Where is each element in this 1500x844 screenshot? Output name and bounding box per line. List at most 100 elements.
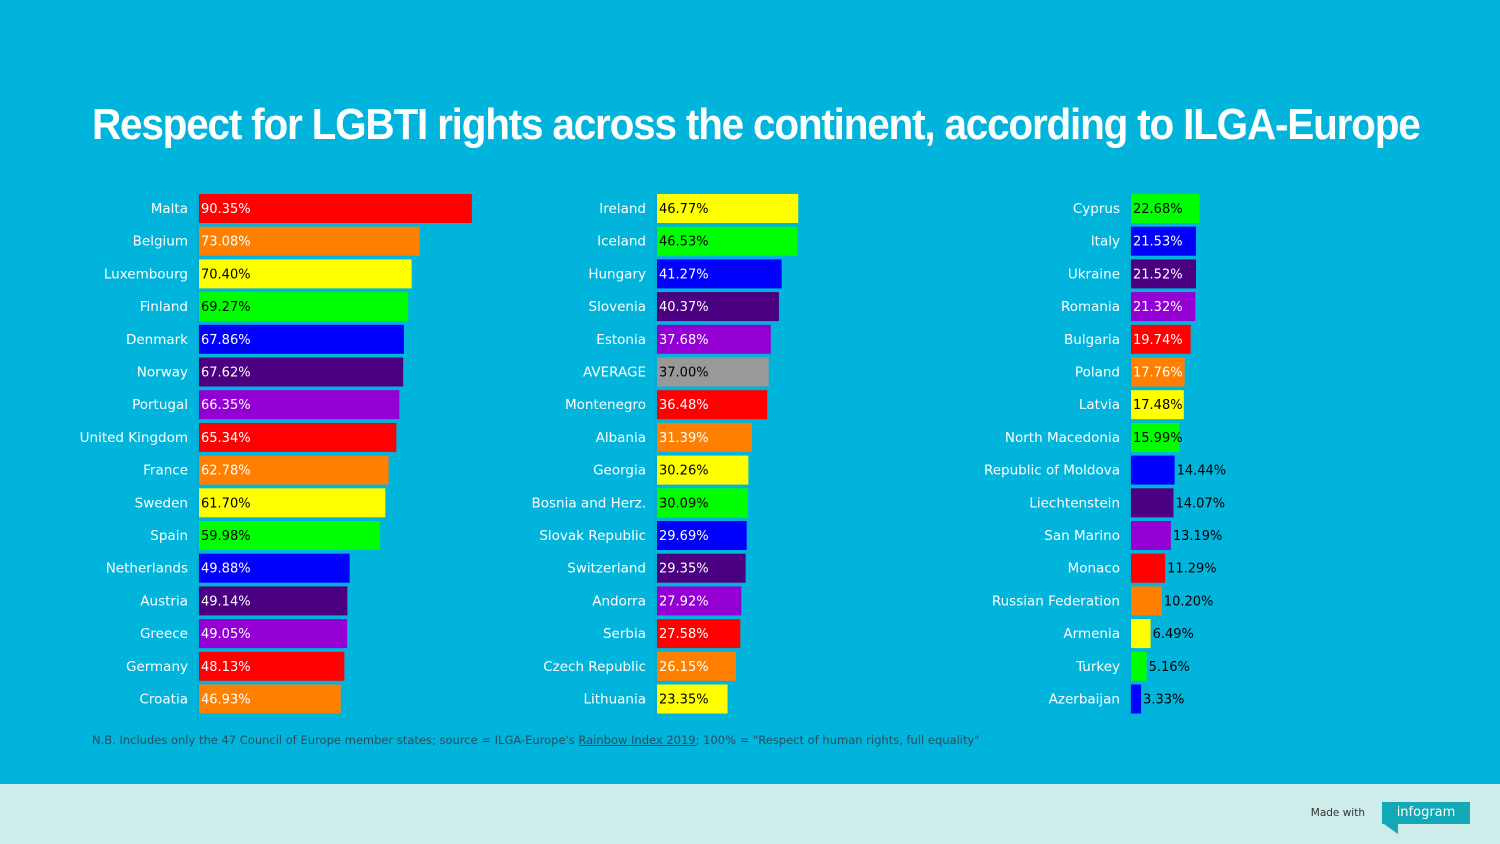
value-label: 90.35% [201, 202, 251, 217]
bar[interactable] [1131, 390, 1184, 420]
value-label: 26.15% [659, 660, 709, 675]
bar[interactable] [1131, 324, 1191, 354]
bar[interactable] [657, 357, 769, 387]
bar[interactable] [199, 194, 472, 223]
value-label: 66.35% [201, 398, 251, 413]
bar[interactable] [199, 259, 412, 289]
bar[interactable] [657, 226, 798, 256]
bar[interactable] [199, 586, 348, 616]
bar[interactable] [1131, 292, 1196, 322]
category-label: Liechtenstein [1029, 495, 1120, 511]
bar[interactable] [199, 357, 404, 387]
chart-title: Respect for LGBTI rights across the cont… [92, 100, 1421, 149]
value-label: 49.14% [201, 594, 251, 609]
bar[interactable] [1131, 455, 1175, 485]
value-label: 17.48% [1133, 398, 1183, 413]
bar[interactable] [1131, 586, 1162, 616]
bar[interactable] [199, 455, 389, 485]
value-label: 67.86% [201, 333, 251, 348]
source-footnote: N.B. Includes only the 47 Council of Eur… [92, 733, 980, 747]
category-label: Italy [1091, 234, 1120, 250]
bar[interactable] [657, 619, 741, 649]
category-label: Switzerland [567, 561, 646, 577]
bar[interactable] [199, 324, 404, 354]
source-link[interactable]: Rainbow Index 2019 [578, 733, 696, 747]
value-label: 49.05% [201, 627, 251, 642]
bar[interactable] [657, 521, 747, 550]
category-label: Lithuania [583, 692, 646, 708]
bar[interactable] [1131, 684, 1142, 714]
category-label: Andorra [592, 593, 646, 609]
category-label: Latvia [1079, 397, 1120, 413]
bar[interactable] [1131, 488, 1174, 518]
bar[interactable] [657, 422, 752, 452]
bar[interactable] [1131, 619, 1151, 649]
category-label: Estonia [596, 332, 646, 348]
category-label: Slovak Republic [539, 528, 646, 544]
bar[interactable] [199, 422, 397, 452]
value-label: 73.08% [201, 235, 251, 250]
bar-chart-3-svg: Cyprus 22.68% Italy 21.53% Ukraine 21.52% Roma… [984, 192, 1226, 722]
bar[interactable] [657, 455, 749, 485]
bar[interactable] [1131, 259, 1196, 289]
value-label: 19.74% [1133, 333, 1183, 348]
value-label: 29.69% [659, 529, 709, 544]
bar[interactable] [1131, 422, 1180, 452]
value-label: 21.32% [1133, 300, 1183, 315]
category-label: Albania [596, 430, 646, 446]
category-label: Luxembourg [104, 266, 188, 282]
bar[interactable] [1131, 226, 1197, 256]
value-label: 65.34% [201, 431, 251, 446]
bar[interactable] [657, 292, 779, 322]
bar[interactable] [1131, 651, 1147, 681]
value-label: 30.09% [659, 496, 709, 511]
category-label: Turkey [1075, 659, 1120, 675]
bar[interactable] [199, 390, 400, 420]
bar[interactable] [1131, 357, 1185, 387]
category-label: Denmark [126, 332, 188, 348]
category-label: Romania [1061, 299, 1120, 315]
bar[interactable] [657, 259, 782, 289]
bar[interactable] [657, 194, 799, 223]
bar[interactable] [199, 521, 381, 550]
category-label: Republic of Moldova [984, 463, 1120, 479]
bar[interactable] [199, 651, 345, 681]
footnote-prefix: N.B. Includes only the 47 Council of Eur… [92, 733, 579, 747]
infogram-logo[interactable]: infogram [1382, 802, 1470, 824]
bar-chart-1-svg: Malta 90.35% Belgium 73.08% Luxembourg 70.40%… [80, 192, 472, 722]
bar-chart-2-svg: Ireland 46.77% Iceland 46.53% Hungary 41.27% S… [532, 192, 799, 722]
value-label: 46.93% [201, 693, 251, 708]
bar[interactable] [199, 226, 420, 256]
value-label: 21.53% [1133, 235, 1183, 250]
bar[interactable] [1131, 194, 1200, 223]
bar[interactable] [1131, 553, 1166, 583]
bar[interactable] [657, 586, 742, 616]
bar[interactable] [199, 292, 409, 322]
value-label: 27.92% [659, 594, 709, 609]
value-label: 3.33% [1143, 693, 1184, 708]
value-label: 29.35% [659, 562, 709, 577]
bar[interactable] [657, 684, 728, 714]
bar[interactable] [1131, 521, 1171, 550]
bar[interactable] [199, 488, 386, 518]
value-label: 49.88% [201, 562, 251, 577]
category-label: France [143, 463, 188, 479]
value-label: 13.19% [1173, 529, 1223, 544]
value-label: 5.16% [1149, 660, 1190, 675]
bar[interactable] [657, 324, 771, 354]
category-label: Armenia [1063, 626, 1120, 642]
category-label: Hungary [588, 266, 646, 282]
value-label: 23.35% [659, 693, 709, 708]
category-label: Ireland [599, 201, 646, 217]
bar[interactable] [657, 651, 736, 681]
category-label: Iceland [597, 234, 646, 250]
value-label: 21.52% [1133, 267, 1183, 282]
infogram-logo-tail-icon [1384, 824, 1398, 834]
bar[interactable] [199, 619, 348, 649]
bar[interactable] [199, 684, 341, 714]
bar[interactable] [199, 553, 350, 583]
footnote-suffix: ; 100% = "Respect of human rights, full … [695, 733, 980, 747]
bar[interactable] [657, 488, 748, 518]
bar[interactable] [657, 390, 768, 420]
bar[interactable] [657, 553, 746, 583]
